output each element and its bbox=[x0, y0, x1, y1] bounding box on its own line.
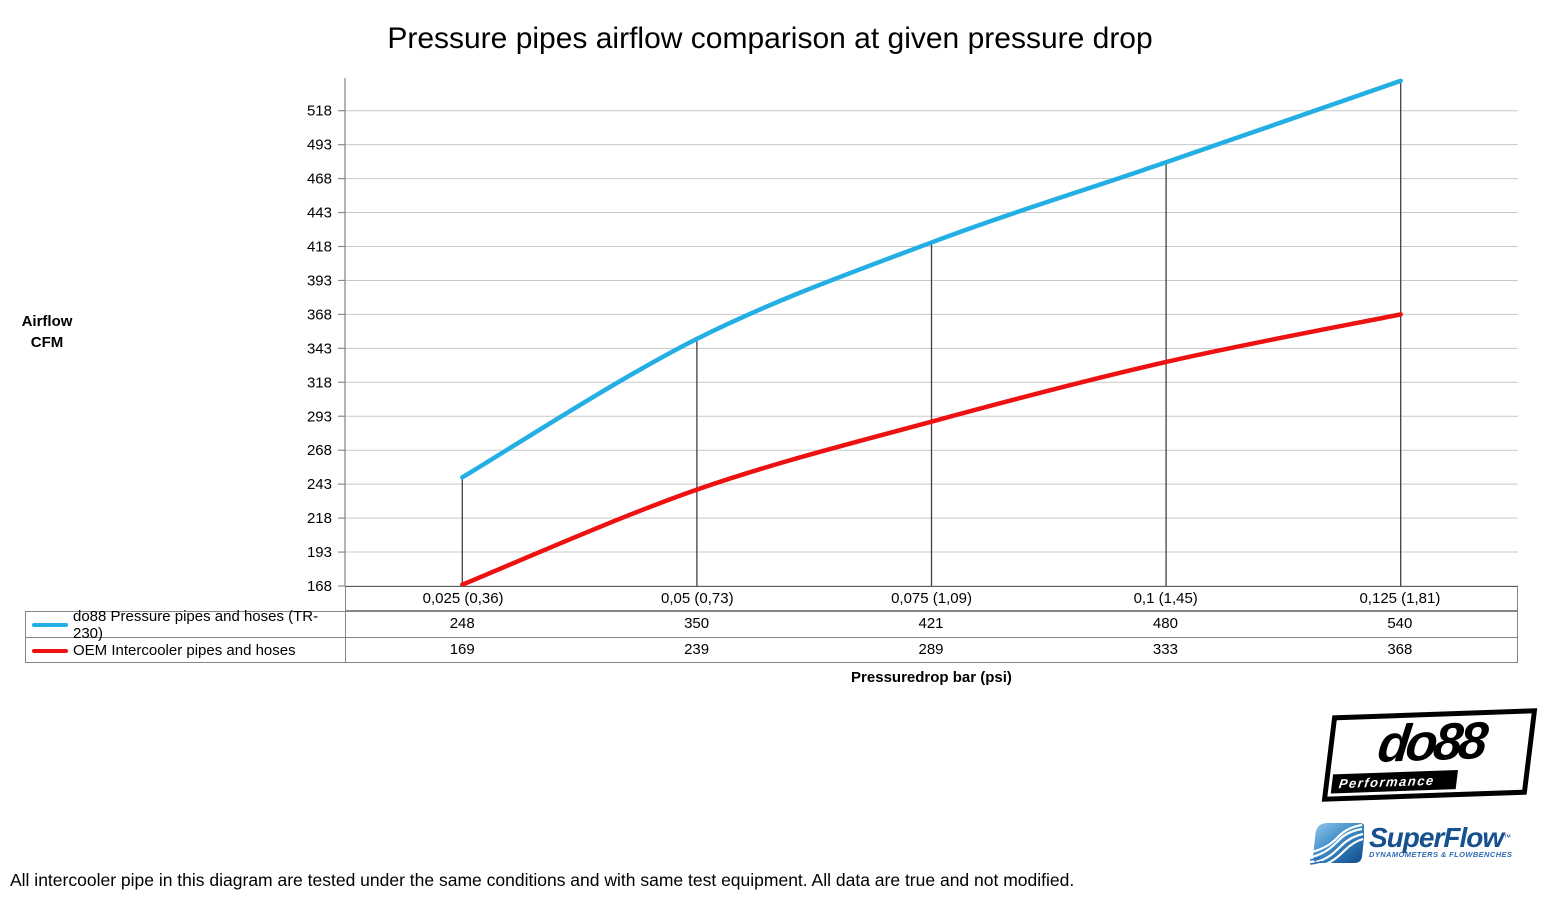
y-tick-label: 218 bbox=[307, 510, 332, 527]
table-cell: 540 bbox=[1387, 615, 1413, 632]
data-table: 248 350 421 480 540 169 239 289 333 368 bbox=[345, 611, 1518, 663]
y-tick-label: 468 bbox=[307, 171, 332, 188]
legend-line-sample bbox=[32, 648, 68, 653]
table-cell: 368 bbox=[1387, 641, 1413, 658]
y-tick-label: 243 bbox=[307, 476, 332, 493]
do88-logo: do88 Performance bbox=[1321, 708, 1538, 802]
legend-row: OEM Intercooler pipes and hoses bbox=[26, 638, 345, 663]
table-row: 248 350 421 480 540 bbox=[345, 612, 1517, 638]
y-tick-label: 168 bbox=[307, 578, 332, 595]
y-tick-label: 443 bbox=[307, 205, 332, 222]
category-label: 0,1 (1,45) bbox=[1133, 590, 1198, 607]
y-tick-label: 193 bbox=[307, 544, 332, 561]
y-tick-label: 318 bbox=[307, 374, 332, 391]
category-label: 0,075 (1,09) bbox=[891, 590, 972, 607]
legend-label: OEM Intercooler pipes and hoses bbox=[73, 642, 296, 659]
superflow-name: SuperFlow™ bbox=[1369, 822, 1511, 853]
table-cell: 289 bbox=[918, 641, 944, 658]
x-axis-title: Pressuredrop bar (psi) bbox=[851, 669, 1012, 686]
table-cell: 480 bbox=[1152, 615, 1178, 632]
legend-row: do88 Pressure pipes and hoses (TR-230) bbox=[26, 608, 345, 642]
do88-logo-text: do88 bbox=[1374, 711, 1488, 774]
series-line-oem bbox=[460, 312, 1403, 587]
y-tick-label: 418 bbox=[307, 239, 332, 256]
table-cell: 248 bbox=[449, 615, 475, 632]
y-axis-title: Airflow CFM bbox=[12, 311, 82, 353]
category-row: 0,025 (0,36) 0,05 (0,73) 0,075 (1,09) 0,1 (… bbox=[345, 586, 1518, 611]
table-cell: 239 bbox=[684, 641, 710, 658]
y-tick-label: 343 bbox=[307, 340, 332, 357]
superflow-subtext: DYNAMOMETERS & FLOWBENCHES bbox=[1369, 850, 1513, 859]
do88-logo-subtext: Performance bbox=[1330, 770, 1458, 794]
series-line-do88 bbox=[460, 78, 1403, 480]
y-tick-label: 518 bbox=[307, 103, 332, 120]
legend-label: do88 Pressure pipes and hoses (TR-230) bbox=[73, 607, 319, 642]
y-axis-title-line1: Airflow bbox=[21, 313, 73, 330]
trademark-symbol: ™ bbox=[1503, 833, 1511, 842]
table-cell: 333 bbox=[1152, 641, 1178, 658]
superflow-logo: SuperFlow™ DYNAMOMETERS & FLOWBENCHES bbox=[1309, 819, 1545, 871]
y-axis-title-line2: CFM bbox=[30, 334, 64, 351]
y-tick-label: 293 bbox=[307, 408, 332, 425]
legend: do88 Pressure pipes and hoses (TR-230) OE… bbox=[25, 608, 346, 663]
superflow-logo-text: SuperFlow™ DYNAMOMETERS & FLOWBENCHES bbox=[1369, 819, 1512, 871]
legend-line-sample bbox=[32, 622, 68, 627]
footnote: All intercooler pipe in this diagram are… bbox=[10, 870, 1075, 890]
table-row: 169 239 289 333 368 bbox=[345, 638, 1517, 663]
y-tick-label: 493 bbox=[307, 137, 332, 154]
chart-title: Pressure pipes airflow comparison at giv… bbox=[387, 22, 1153, 55]
superflow-wave-icon bbox=[1309, 819, 1365, 868]
table-cell: 169 bbox=[449, 641, 475, 658]
category-label: 0,05 (0,73) bbox=[661, 590, 734, 607]
table-cell: 421 bbox=[918, 615, 944, 632]
y-tick-label: 393 bbox=[307, 272, 332, 289]
category-label: 0,025 (0,36) bbox=[422, 590, 504, 607]
category-label: 0,125 (1,81) bbox=[1359, 590, 1441, 607]
table-cell: 350 bbox=[684, 615, 710, 632]
y-tick-label: 368 bbox=[307, 306, 332, 323]
y-tick-label: 268 bbox=[307, 442, 332, 459]
